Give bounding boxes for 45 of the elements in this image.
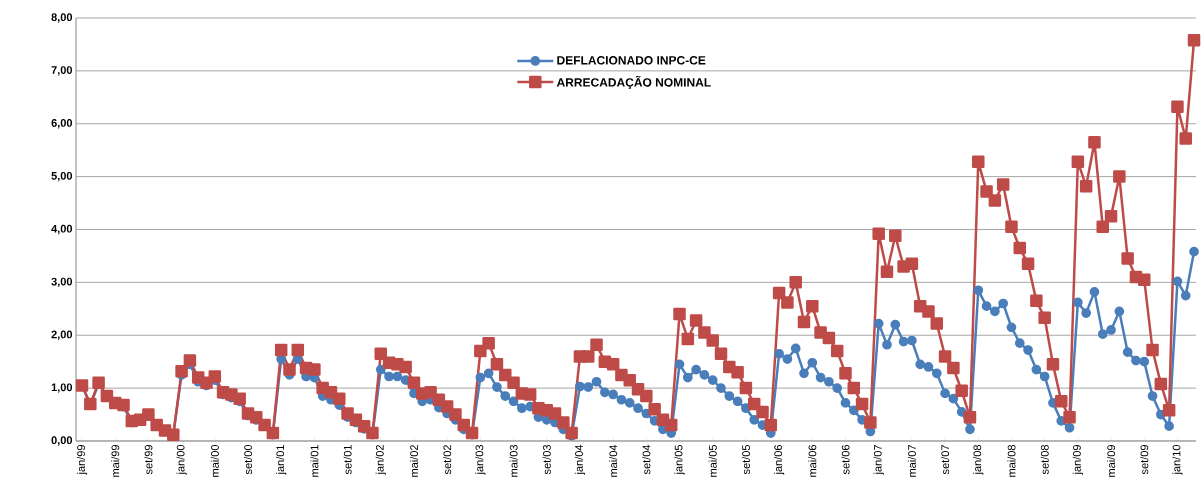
legend-label: ARRECADAÇÃO NOMINAL [556, 75, 711, 90]
x-tick-label: jan/99 [76, 445, 88, 475]
y-tick-label: 5,00 [51, 171, 73, 182]
x-tick-label: jan/09 [1072, 445, 1083, 475]
x-tick-label: set/08 [1040, 445, 1049, 475]
y-tick-label: 8,00 [51, 13, 73, 23]
x-tick-label: jan/00 [176, 444, 187, 475]
y-tick-label: 4,00 [51, 224, 73, 235]
y-tick-label: 6,00 [51, 119, 73, 129]
x-tick-label: set/03 [542, 445, 551, 475]
x-tick-label: set/02 [443, 445, 452, 475]
x-tick-label: set/00 [243, 444, 253, 475]
x-tick-label: mai/01 [310, 445, 319, 477]
x-tick-label: mai/99 [111, 445, 120, 477]
x-tick-label: jan/01 [276, 445, 287, 475]
x-tick-label: set/01 [343, 445, 352, 475]
x-tick-label: mai/08 [1007, 445, 1016, 477]
x-tick-label: jan/04 [574, 444, 586, 475]
y-tick-label: 1,00 [51, 383, 73, 393]
x-tick-label: mai/02 [409, 445, 418, 477]
x-tick-label: set/99 [144, 445, 153, 475]
x-tick-label: set/05 [741, 444, 750, 475]
x-tick-label: jan/06 [773, 445, 785, 475]
y-tick-label: 0,00 [51, 436, 73, 446]
x-tick-label: jan/08 [973, 445, 984, 475]
y-tick-label: 2,00 [51, 330, 73, 340]
x-tick-label: mai/06 [808, 445, 817, 477]
x-tick-label: set/04 [642, 444, 651, 475]
x-tick-label: jan/05 [674, 445, 685, 475]
legend-label: DEFLACIONADO INPC-CE [557, 56, 706, 65]
x-tick-label: jan/03 [475, 445, 486, 475]
x-tick-label: set/07 [941, 445, 950, 475]
y-tick-label: 7,00 [51, 66, 73, 76]
x-tick-label: jan/07 [873, 445, 884, 475]
x-tick-label: mai/09 [1107, 445, 1116, 477]
x-tick-label: mai/04 [609, 444, 618, 477]
x-tick-label: set/06 [841, 445, 850, 475]
x-tick-label: mai/03 [509, 445, 518, 477]
x-tick-label: set/09 [1140, 445, 1149, 475]
x-tick-label: jan/10 [1172, 444, 1183, 475]
x-tick-label: mai/07 [907, 445, 916, 477]
y-tick-label: 3,00 [51, 277, 73, 288]
x-tick-label: jan/02 [375, 445, 386, 475]
x-tick-label: mai/00 [210, 444, 219, 477]
x-tick-label: mai/05 [708, 444, 717, 477]
